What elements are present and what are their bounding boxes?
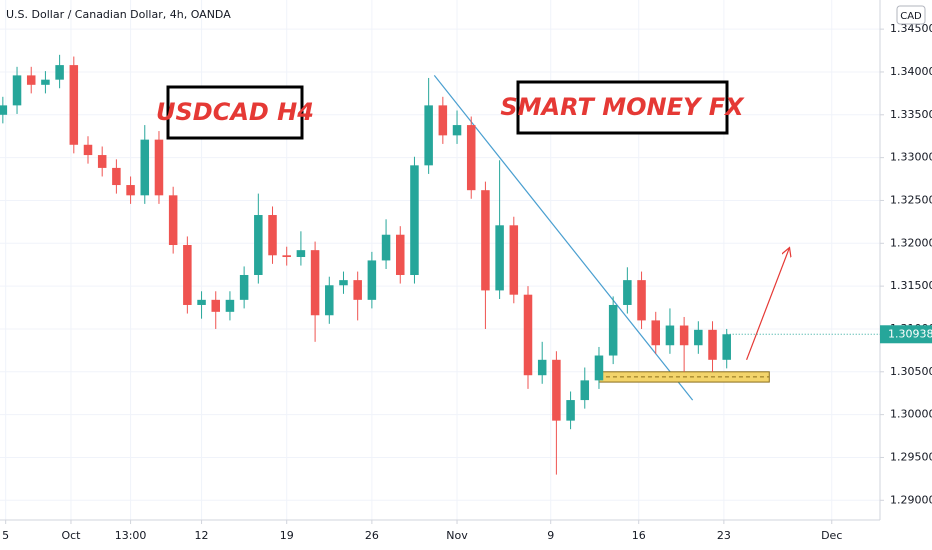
candle-body (310, 250, 320, 316)
candle-body (282, 255, 291, 258)
candle-body (637, 280, 646, 321)
candle-body (509, 225, 519, 295)
candle-body (268, 215, 277, 256)
candle-body (679, 325, 689, 346)
x-tick-label: 9 (547, 529, 554, 542)
y-tick-label: 1.33500 (890, 108, 932, 121)
candle-body (552, 359, 561, 421)
candle-body (112, 167, 121, 186)
candle-body (211, 299, 220, 312)
x-tick-label: 5 (2, 529, 9, 542)
candle-body (12, 75, 22, 106)
candle-body (651, 320, 660, 346)
candle-body (367, 260, 377, 300)
candle-body (225, 299, 235, 312)
candle-body (722, 334, 731, 360)
x-tick-label: Oct (61, 529, 81, 542)
y-tick-label: 1.32000 (890, 236, 932, 249)
candle-body (466, 125, 476, 191)
candle-body (580, 380, 590, 401)
candle-body (83, 144, 93, 156)
currency: CAD (900, 11, 922, 22)
annotation-box (166, 85, 304, 140)
candles (0, 54, 731, 475)
candle-body (623, 280, 632, 305)
candle-body (41, 79, 50, 85)
grid (0, 0, 880, 520)
candle-body (708, 329, 717, 360)
candle-body (481, 190, 490, 291)
y-tick-label: 1.29000 (890, 493, 932, 506)
x-tick-label: 23 (717, 529, 731, 542)
arrow (746, 248, 790, 361)
candle-body (424, 105, 433, 166)
y-tick-label: 1.29500 (890, 450, 932, 463)
x-tick-label: Nov (446, 529, 468, 542)
candle-body (69, 65, 79, 145)
candle-body (694, 329, 703, 346)
candle-body (410, 165, 419, 275)
candle-body (296, 250, 306, 258)
x-tick-label: Dec (821, 529, 842, 542)
candle-body (239, 274, 249, 300)
candle-body (254, 215, 263, 275)
x-tick-label: 19 (280, 529, 294, 542)
annotation-box (516, 80, 729, 135)
y-tick-label: 1.32500 (890, 193, 932, 206)
candle-body (353, 280, 362, 300)
candle-body (183, 245, 192, 305)
candle-body (339, 280, 348, 286)
y-tick-label: 1.34500 (890, 22, 932, 35)
candle-body (495, 225, 504, 291)
y-tick-label: 1.34000 (890, 65, 932, 78)
candle-body (197, 299, 206, 305)
candle-body (665, 325, 675, 346)
candle-body (452, 125, 462, 136)
x-tick-label: 16 (632, 529, 646, 542)
candle-body (55, 65, 64, 80)
candle-body (396, 234, 405, 275)
candle-body (168, 195, 178, 246)
y-tick-label: 1.33000 (890, 151, 932, 164)
trendline (433, 75, 694, 401)
candle-body (325, 285, 334, 316)
candle-body (566, 400, 575, 421)
candle-body (126, 185, 135, 196)
x-tick-label: 26 (365, 529, 379, 542)
candle-body (26, 75, 36, 85)
candle-body (608, 304, 618, 356)
candle-body (537, 359, 547, 376)
candle-body (381, 234, 391, 261)
x-tick-label: 12 (195, 529, 209, 542)
candle-body (0, 105, 8, 115)
candle-body (140, 139, 150, 196)
last-price-label: 1.30938 (888, 327, 932, 340)
y-tick-label: 1.30500 (890, 365, 932, 378)
candle-body (523, 294, 533, 376)
candle-body (438, 105, 448, 136)
currency-box (896, 5, 926, 25)
y-tick-label: 1.31500 (890, 279, 932, 292)
x-tick-label: 13:00 (115, 529, 147, 542)
annotation: USDCAD H4 (156, 98, 314, 126)
candle-body (97, 155, 107, 168)
annotation: SMART MONEY FX (500, 93, 745, 121)
y-tick-label: 1.30000 (890, 408, 932, 421)
chart-title: U.S. Dollar / Canadian Dollar, 4h, OANDA (6, 8, 231, 21)
candle-body (154, 139, 164, 196)
last-price-badge (880, 325, 932, 344)
candle-body (594, 355, 604, 381)
axes: 1.290001.295001.300001.305001.310001.315… (2, 22, 932, 542)
